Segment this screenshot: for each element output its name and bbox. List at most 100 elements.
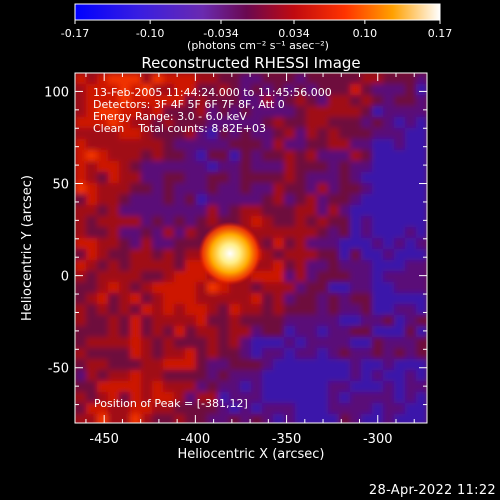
heatmap-cell [174, 260, 186, 272]
heatmap-cell [394, 370, 406, 382]
heatmap-cell [372, 359, 384, 371]
heatmap-cell [295, 73, 307, 85]
annotation-detectors: Detectors: 3F 4F 5F 6F 7F 8F, Att 0 [93, 98, 285, 111]
heatmap-cell [97, 304, 109, 316]
heatmap-cell [240, 205, 252, 217]
heatmap-cell [185, 95, 197, 107]
heatmap-cell [372, 271, 384, 283]
heatmap-cell [119, 161, 131, 173]
heatmap-cell [251, 337, 263, 349]
heatmap-cell [383, 95, 395, 107]
heatmap-cell [108, 128, 120, 140]
heatmap-cell [130, 315, 142, 327]
heatmap-cell [328, 106, 340, 118]
heatmap-cell [97, 205, 109, 217]
heatmap-cell [86, 304, 98, 316]
heatmap-cell [251, 194, 263, 206]
heatmap-cell [185, 194, 197, 206]
heatmap-cell [306, 392, 318, 404]
heatmap-cell [284, 238, 296, 250]
heatmap-cell [383, 238, 395, 250]
heatmap-cell [86, 227, 98, 239]
heatmap-cell [361, 304, 373, 316]
heatmap-cell [339, 216, 351, 228]
heatmap-cell [339, 293, 351, 305]
heatmap-cell [75, 73, 87, 85]
heatmap-cell [372, 205, 384, 217]
heatmap-cell [317, 315, 329, 327]
heatmap-cell [251, 150, 263, 162]
heatmap-cell [383, 139, 395, 151]
heatmap-cell [284, 73, 296, 85]
heatmap-cell [273, 205, 285, 217]
heatmap-cell [284, 304, 296, 316]
heatmap-cell [86, 370, 98, 382]
heatmap-cell [405, 205, 417, 217]
heatmap-cell [97, 392, 109, 404]
heatmap-cell [86, 95, 98, 107]
heatmap-cell [383, 183, 395, 195]
heatmap-cell [372, 194, 384, 206]
heatmap-cell [339, 403, 351, 415]
heatmap-cell [251, 414, 263, 423]
heatmap-cell [174, 392, 186, 404]
heatmap-cell [416, 183, 427, 195]
heatmap-cell [97, 150, 109, 162]
heatmap-cell [372, 150, 384, 162]
heatmap-cell [339, 161, 351, 173]
heatmap-cell [152, 326, 164, 338]
heatmap-cell [306, 348, 318, 360]
heatmap-cell [130, 326, 142, 338]
heatmap-cell [295, 128, 307, 140]
heatmap-cell [394, 315, 406, 327]
heatmap-cell [196, 205, 208, 217]
heatmap-cell [350, 282, 362, 294]
colorbar-ticks: -0.17 -0.10 -0.034 0.034 0.10 0.17 [61, 20, 452, 40]
heatmap-cell [86, 271, 98, 283]
colorbar-units: (photons cm⁻² s⁻¹ asec⁻²) [187, 39, 329, 52]
heatmap-cell [75, 117, 87, 129]
heatmap-cell [196, 337, 208, 349]
heatmap-cell [185, 84, 197, 96]
heatmap-cell [141, 139, 153, 151]
heatmap-cell [86, 183, 98, 195]
heatmap-cell [251, 392, 263, 404]
heatmap-cell [240, 370, 252, 382]
heatmap-cell [339, 183, 351, 195]
heatmap-cell [163, 95, 175, 107]
heatmap-cell [306, 304, 318, 316]
heatmap-cell [394, 73, 406, 85]
heatmap-cell [295, 161, 307, 173]
heatmap-cell [185, 128, 197, 140]
heatmap-cell [97, 337, 109, 349]
heatmap-cell [361, 403, 373, 415]
heatmap-cell [163, 359, 175, 371]
heatmap-cell [350, 381, 362, 393]
heatmap-cell [86, 128, 98, 140]
heatmap-cell [405, 414, 417, 423]
heatmap-cell [350, 249, 362, 261]
heatmap-cell [196, 194, 208, 206]
heatmap-cell [328, 304, 340, 316]
heatmap-cell [207, 282, 219, 294]
heatmap-cell [350, 326, 362, 338]
heatmap-cell [350, 403, 362, 415]
heatmap-cell [97, 139, 109, 151]
heatmap-cell [394, 172, 406, 184]
heatmap-cell [383, 205, 395, 217]
heatmap-cell [361, 73, 373, 85]
heatmap-cell [240, 282, 252, 294]
heatmap-cell [86, 326, 98, 338]
heatmap-cell [273, 337, 285, 349]
heatmap-cell [328, 337, 340, 349]
heatmap-cell [97, 238, 109, 250]
heatmap-cell [108, 304, 120, 316]
heatmap-cell [394, 414, 406, 423]
heatmap-cell [207, 139, 219, 151]
heatmap-cell [273, 139, 285, 151]
heatmap-cell [229, 73, 241, 85]
heatmap-cell [262, 172, 274, 184]
heatmap-cell [130, 84, 142, 96]
heatmap-cell [262, 315, 274, 327]
heatmap-cell [372, 370, 384, 382]
